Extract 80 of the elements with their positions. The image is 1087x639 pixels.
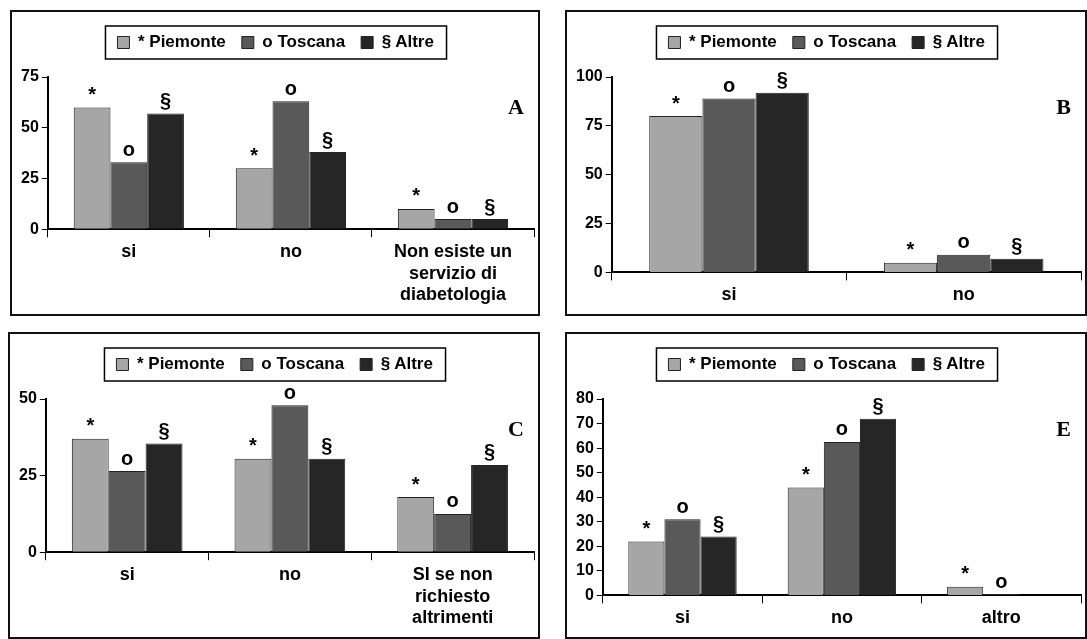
y-tick-label: 50 (19, 389, 37, 407)
data-label: § (483, 440, 496, 463)
data-label: § (1011, 234, 1023, 257)
legend-label: * Piemonte (136, 354, 225, 374)
legend-label: § Altre (380, 354, 433, 374)
data-label: * (961, 562, 970, 585)
y-tick-label: 75 (21, 67, 39, 85)
x-tick-label: si (721, 284, 737, 305)
data-label: o (957, 230, 970, 253)
legend-label: * Piemonte (688, 354, 777, 374)
legend-label: o Toscana (813, 354, 897, 374)
legend-label: § Altre (932, 32, 985, 52)
legend-label: o Toscana (813, 32, 897, 52)
y-tick-label: 75 (584, 116, 603, 134)
data-label: o (722, 74, 736, 97)
data-label: § (158, 418, 170, 441)
y-tick-label: 25 (21, 168, 39, 186)
y-tick-label: 25 (584, 213, 603, 231)
y-tick-label: 50 (584, 165, 603, 183)
x-tick-label: si (674, 607, 691, 628)
y-tick-label: 20 (576, 536, 594, 554)
data-label: * (412, 184, 421, 207)
data-label: o (283, 380, 297, 403)
data-label: * (411, 472, 420, 495)
legend-label: * Piemonte (137, 32, 226, 52)
legend-label: * Piemonte (688, 32, 777, 52)
y-tick-label: 0 (584, 585, 594, 603)
y-tick-label: 50 (576, 463, 594, 481)
data-label: § (160, 89, 172, 112)
x-tick-label: no (952, 284, 975, 305)
legend-label: § Altre (932, 354, 985, 374)
data-label: o (122, 137, 135, 160)
x-tick-label: altro (981, 607, 1021, 628)
y-tick-label: 0 (29, 219, 39, 237)
y-tick-label: 0 (593, 262, 603, 280)
annotation: C (508, 415, 524, 441)
data-label: * (642, 516, 651, 539)
x-tick-label: no (279, 240, 302, 261)
x-tick-label: SI se non richiesto altrimenti (412, 563, 494, 628)
x-tick-label: si (119, 563, 135, 584)
x-tick-label: si (121, 240, 137, 261)
data-label: * (250, 143, 259, 166)
x-tick-label: Non esiste un servizio di diabetologia (393, 240, 512, 305)
y-tick-label: 60 (576, 438, 594, 456)
data-label: * (801, 462, 810, 485)
data-label: o (121, 446, 134, 469)
x-tick-label: no (278, 563, 301, 584)
y-tick-label: 10 (576, 561, 594, 579)
annotation: E (1056, 415, 1071, 441)
annotation: A (508, 93, 525, 119)
data-label: § (484, 194, 496, 217)
data-label: o (835, 417, 849, 440)
y-tick-label: 40 (576, 487, 594, 505)
data-label: § (322, 127, 334, 150)
x-tick-label: no (830, 607, 853, 628)
legend-label: § Altre (381, 32, 434, 52)
data-label: § (776, 68, 788, 91)
data-label: * (249, 434, 258, 457)
data-label: o (284, 76, 298, 99)
data-label: o (676, 494, 689, 517)
y-tick-label: 25 (19, 466, 37, 484)
data-label: § (321, 434, 333, 457)
data-label: § (872, 394, 884, 417)
data-label: o (446, 194, 460, 217)
data-label: o (995, 569, 1008, 592)
y-tick-label: 70 (576, 413, 594, 431)
legend-label: o Toscana (261, 354, 345, 374)
data-label: * (671, 91, 680, 114)
data-label: o (446, 489, 459, 512)
y-tick-label: 0 (27, 542, 37, 560)
data-label: * (88, 82, 97, 105)
data-label: * (906, 238, 915, 261)
annotation: B (1056, 93, 1072, 119)
y-tick-label: 100 (575, 67, 603, 85)
y-tick-label: 30 (576, 512, 594, 530)
data-label: * (86, 414, 95, 437)
y-tick-label: 50 (21, 118, 39, 136)
data-label: § (713, 512, 725, 534)
y-tick-label: 80 (576, 389, 594, 407)
legend-label: o Toscana (262, 32, 346, 52)
